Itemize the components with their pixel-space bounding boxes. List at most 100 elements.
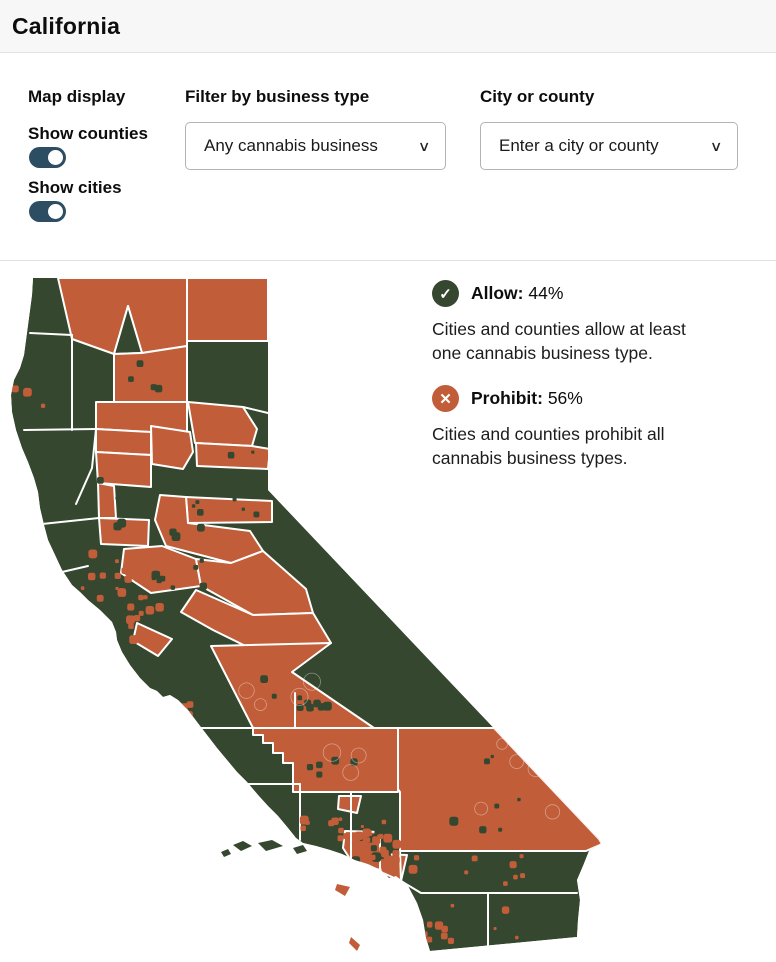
city-outline <box>496 738 508 750</box>
city-speckle <box>141 570 146 575</box>
city-outline <box>302 672 321 691</box>
city-speckle <box>503 881 508 886</box>
toggle-knob <box>48 150 63 165</box>
city-speckle <box>370 845 377 852</box>
city-speckle <box>11 385 19 393</box>
city-speckle <box>143 595 148 600</box>
channel-island[interactable] <box>293 845 307 854</box>
city-speckle <box>155 603 164 612</box>
county-butte[interactable] <box>150 425 194 470</box>
city-speckle <box>562 742 571 750</box>
city-speckle <box>136 632 144 639</box>
city-speckle <box>199 582 207 590</box>
city-speckle <box>316 673 321 677</box>
city-speckle <box>363 855 369 861</box>
city-speckle <box>306 764 314 771</box>
city-speckle <box>517 797 521 802</box>
county-colusa[interactable] <box>95 451 152 488</box>
city-speckle <box>449 816 459 826</box>
page-title: California <box>12 13 121 39</box>
city-speckle <box>392 849 400 857</box>
city-speckle <box>362 828 371 837</box>
city-speckle <box>96 476 104 484</box>
channel-island[interactable] <box>233 841 252 851</box>
city-outline <box>290 687 309 706</box>
city-speckle <box>342 860 351 869</box>
county-shasta[interactable] <box>113 345 188 403</box>
city-speckle <box>40 403 46 408</box>
city-speckle <box>337 835 344 842</box>
map-legend: ✓ Allow: 44% Cities and counties allow a… <box>432 280 732 490</box>
check-icon: ✓ <box>432 280 459 307</box>
county-fresno-kings-tulare[interactable] <box>210 642 375 729</box>
city-speckle <box>515 935 519 940</box>
city-speckle <box>99 572 106 579</box>
city-speckle <box>115 586 119 590</box>
city-speckle <box>498 827 503 832</box>
city-speckle <box>156 577 162 584</box>
city-speckle <box>387 862 393 868</box>
county-border-line <box>75 428 97 505</box>
city-speckle <box>193 564 199 570</box>
county-kern[interactable] <box>252 727 399 793</box>
county-yolo[interactable] <box>97 482 117 519</box>
county-san-bernardino[interactable] <box>397 727 602 852</box>
city-speckle <box>447 937 455 944</box>
county-glenn[interactable] <box>95 428 152 456</box>
show-cities-toggle[interactable] <box>29 201 66 222</box>
city-speckle <box>392 839 402 849</box>
city-speckle <box>197 523 205 532</box>
city-speckle <box>479 826 487 834</box>
controls-panel: Map display Show counties Show cities Fi… <box>0 54 776 261</box>
city-speckle <box>62 584 71 592</box>
city-speckle <box>421 931 428 938</box>
legend-prohibit-text: Prohibit: 56% <box>471 388 583 408</box>
channel-island[interactable] <box>221 849 231 857</box>
show-counties-toggle[interactable] <box>29 147 66 168</box>
city-outline <box>254 698 267 711</box>
city-speckle <box>117 588 127 597</box>
city-speckle <box>305 820 310 825</box>
city-speckle <box>427 921 433 927</box>
city-speckle <box>197 509 204 516</box>
city-speckle <box>184 710 193 720</box>
county-modoc[interactable] <box>186 278 269 342</box>
city-county-select[interactable]: Enter a city or county ∨ <box>480 122 738 170</box>
map-display-label: Map display <box>28 87 126 106</box>
city-speckle <box>338 817 343 822</box>
city-speckle <box>117 518 127 528</box>
city-speckle <box>147 549 152 554</box>
catalina-island[interactable] <box>335 884 350 896</box>
county-border-line <box>29 332 73 336</box>
city-speckle <box>232 497 237 502</box>
city-speckle <box>253 511 260 518</box>
business-type-label: Filter by business type <box>185 87 370 106</box>
city-speckle <box>501 906 510 914</box>
business-type-select[interactable]: Any cannabis business ∨ <box>185 122 446 170</box>
city-speckle <box>170 585 176 590</box>
california-county-map[interactable] <box>0 278 620 962</box>
county-plumas[interactable] <box>187 401 258 447</box>
city-speckle <box>115 496 119 500</box>
map-section: ✓ Allow: 44% Cities and counties allow a… <box>0 262 776 962</box>
county-santa-clarita[interactable] <box>337 795 362 814</box>
city-speckle <box>413 855 420 861</box>
chevron-down-icon: ∨ <box>417 137 431 154</box>
city-speckle <box>300 825 306 832</box>
city-speckle <box>126 615 135 625</box>
city-speckle <box>169 528 177 536</box>
city-speckle <box>138 594 144 601</box>
city-outline <box>509 754 525 769</box>
city-speckle <box>251 450 255 454</box>
city-speckle <box>150 384 157 391</box>
city-county-label: City or county <box>480 87 595 106</box>
channel-island[interactable] <box>258 840 283 851</box>
county-solano[interactable] <box>98 517 150 547</box>
city-speckle <box>464 870 469 875</box>
city-speckle <box>260 675 268 683</box>
city-speckle <box>199 558 204 563</box>
city-speckle <box>379 846 387 854</box>
city-speckle <box>114 572 121 579</box>
san-clemente-island[interactable] <box>349 937 360 951</box>
